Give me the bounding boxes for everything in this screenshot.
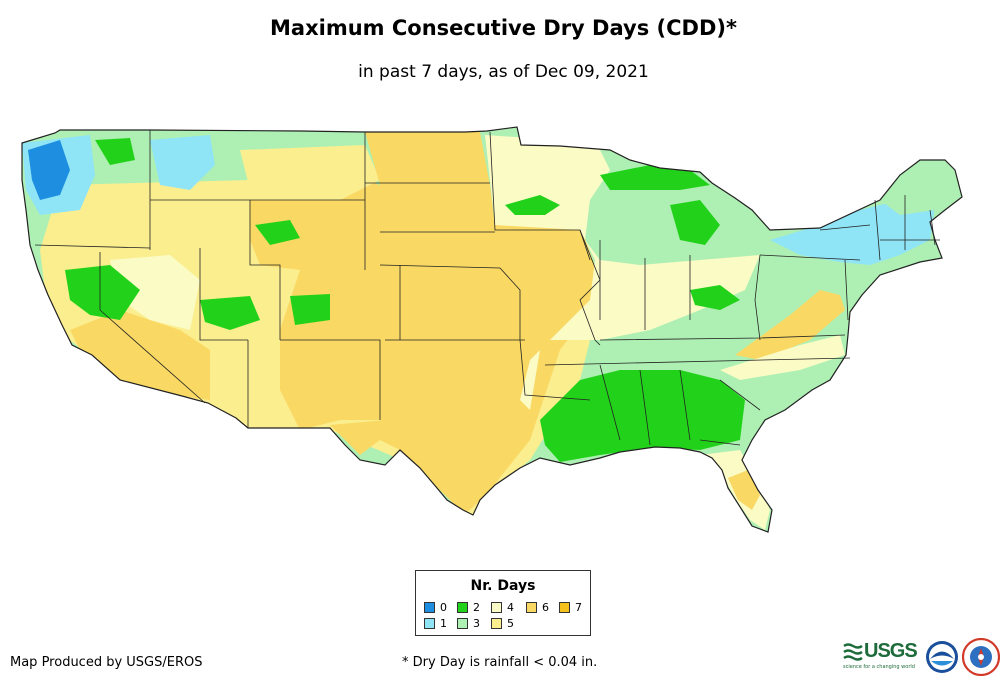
zone-greatlakes-2days	[600, 165, 710, 190]
legend-swatch-2	[457, 602, 468, 613]
legend-label-4: 4	[507, 601, 514, 614]
legend-swatch-3	[457, 618, 468, 629]
zone-nwash-2days	[95, 138, 135, 165]
legend-item-4: 4	[491, 602, 514, 614]
noaa-logo	[926, 641, 958, 673]
credit-text: Map Produced by USGS/EROS	[10, 655, 203, 670]
dry-day-footnote: * Dry Day is rainfall < 0.04 in.	[402, 655, 598, 670]
legend-label-3: 3	[473, 617, 480, 630]
legend-item-7: 7	[559, 602, 582, 614]
cdd-zones	[22, 127, 962, 532]
zone-dakotas-4days	[365, 132, 490, 190]
zone-midatlantic-6days	[735, 290, 845, 360]
legend-item-6: 6	[526, 602, 549, 614]
legend-label-7: 7	[575, 601, 582, 614]
zone-northeast-1day	[770, 200, 935, 265]
zone-virginia-4days	[720, 335, 845, 380]
legend-label-5: 5	[507, 617, 514, 630]
usgs-wave-icon	[843, 643, 863, 661]
legend-swatch-0	[424, 602, 435, 613]
zone-pnw-0days	[28, 140, 70, 200]
legend-label-6: 6	[542, 601, 549, 614]
zone-nca-2days	[65, 265, 140, 320]
state-borders	[34, 130, 940, 446]
legend-swatch-6	[526, 602, 537, 613]
zone-colorado-2days	[290, 294, 330, 325]
legend-item-3: 3	[457, 618, 480, 630]
legend-title: Nr. Days	[470, 578, 536, 594]
zone-ohio-2days	[690, 285, 740, 310]
zone-wyoming-2days	[255, 220, 300, 245]
legend-swatch-7	[559, 602, 570, 613]
usgs-wordmark: USGS	[864, 640, 918, 662]
zone-montana-5days	[240, 145, 380, 200]
zone-southeast-2days	[540, 370, 745, 462]
legend-label-0: 0	[440, 601, 447, 614]
zone-utah-2days	[200, 296, 260, 330]
usgs-tagline: science for a changing world	[843, 664, 915, 670]
legend: Nr. Days 0 1 2 3 4 5 6 7	[415, 570, 591, 636]
legend-item-5: 5	[491, 618, 514, 630]
map-subtitle: in past 7 days, as of Dec 09, 2021	[358, 62, 649, 82]
nws-logo	[962, 638, 1000, 676]
legend-label-2: 2	[473, 601, 480, 614]
legend-label-1: 1	[440, 617, 447, 630]
legend-swatch-5	[491, 618, 502, 629]
legend-swatch-1	[424, 618, 435, 629]
zone-california-5days	[70, 310, 210, 400]
zone-texas-6days	[330, 340, 530, 515]
legend-item-1: 1	[424, 618, 447, 630]
map-title: Maximum Consecutive Dry Days (CDD)*	[270, 16, 737, 40]
legend-item-0: 0	[424, 602, 447, 614]
zone-michigan-2days	[670, 200, 720, 245]
legend-swatch-4	[491, 602, 502, 613]
usgs-logo: USGS science for a changing world	[843, 640, 921, 671]
zone-wisconsin-2days	[505, 195, 560, 215]
zone-nevada-4days	[110, 255, 200, 330]
zone-idaho-1day	[150, 135, 215, 190]
legend-item-2: 2	[457, 602, 480, 614]
